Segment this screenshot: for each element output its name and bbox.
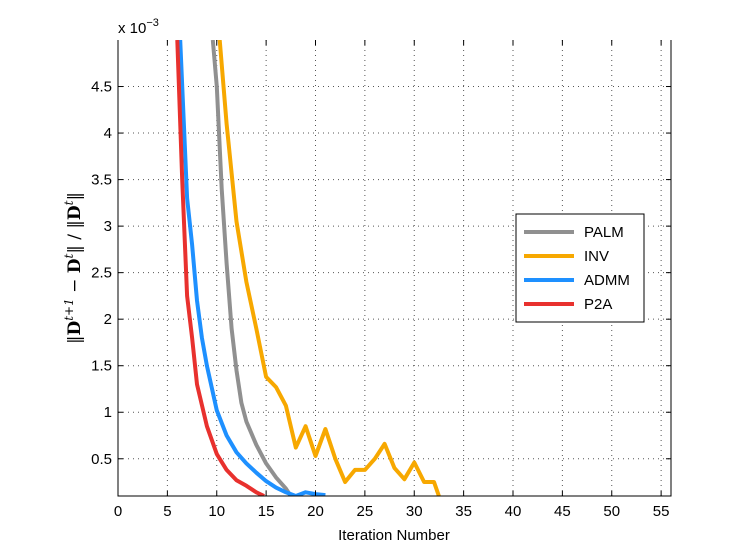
y-label-prefix: ‖ [65, 336, 85, 345]
y-ticks: 0.5 1 1.5 2 2.5 3 3.5 4 4.5 [91, 79, 671, 468]
y-label-d3: D [65, 205, 85, 220]
x-tick-label: 20 [307, 503, 324, 520]
y-axis-label: ‖Dt+1 − Dt‖ / ‖Dt‖ [62, 192, 85, 344]
y-tick-label: 4 [104, 125, 112, 142]
legend-items: PALM INV ADMM P2A [524, 224, 630, 313]
y-label-sup2: t [62, 253, 76, 258]
x-tick-label: 30 [406, 503, 423, 520]
legend-label-p2a: P2A [584, 296, 612, 313]
x-tick-label: 10 [208, 503, 225, 520]
x-tick-label: 15 [258, 503, 275, 520]
axes-frame [117, 40, 672, 497]
series-line-p2a [175, 40, 265, 496]
legend-label-inv: INV [584, 248, 609, 265]
y-multiplier: x 10−3 [118, 17, 159, 37]
x-tick-label: 40 [505, 503, 522, 520]
legend-label-palm: PALM [584, 224, 624, 241]
y-label-sup1: t+1 [62, 298, 76, 321]
y-label-d2: D [65, 258, 85, 273]
y-tick-label: 4.5 [91, 79, 112, 96]
x-tick-label: 35 [455, 503, 472, 520]
x-tick-label: 50 [603, 503, 620, 520]
y-label-sup3: t [62, 200, 76, 205]
y-tick-label: 1 [104, 404, 112, 421]
y-tick-label: 2.5 [91, 265, 112, 282]
y-multiplier-exponent: −3 [146, 17, 159, 29]
x-axis-label: Iteration Number [338, 527, 450, 544]
x-tick-label: 0 [114, 503, 122, 520]
y-tick-label: 3.5 [91, 172, 112, 189]
x-ticks: 0 5 10 15 20 25 30 35 40 45 50 55 [114, 40, 670, 520]
x-tick-label: 55 [653, 503, 670, 520]
series-line-inv [217, 40, 441, 496]
y-tick-label: 0.5 [91, 451, 112, 468]
y-tick-label: 2 [104, 311, 112, 328]
y-tick-label: 3 [104, 218, 112, 235]
y-multiplier-base: x 10 [118, 20, 146, 37]
x-tick-label: 25 [357, 503, 374, 520]
legend: PALM INV ADMM P2A [515, 213, 645, 323]
series-line-admm [178, 40, 326, 496]
y-tick-label: 1.5 [91, 358, 112, 375]
y-label-mid: − [65, 273, 85, 298]
series-lines [175, 40, 441, 496]
y-label-mid2: ‖ / ‖ [65, 220, 85, 254]
legend-label-admm: ADMM [584, 272, 630, 289]
x-tick-label: 45 [554, 503, 571, 520]
x-tick-label: 5 [163, 503, 171, 520]
series-line-palm [210, 40, 293, 496]
y-label-suffix: ‖ [65, 192, 85, 201]
y-label-d1: D [65, 321, 85, 336]
